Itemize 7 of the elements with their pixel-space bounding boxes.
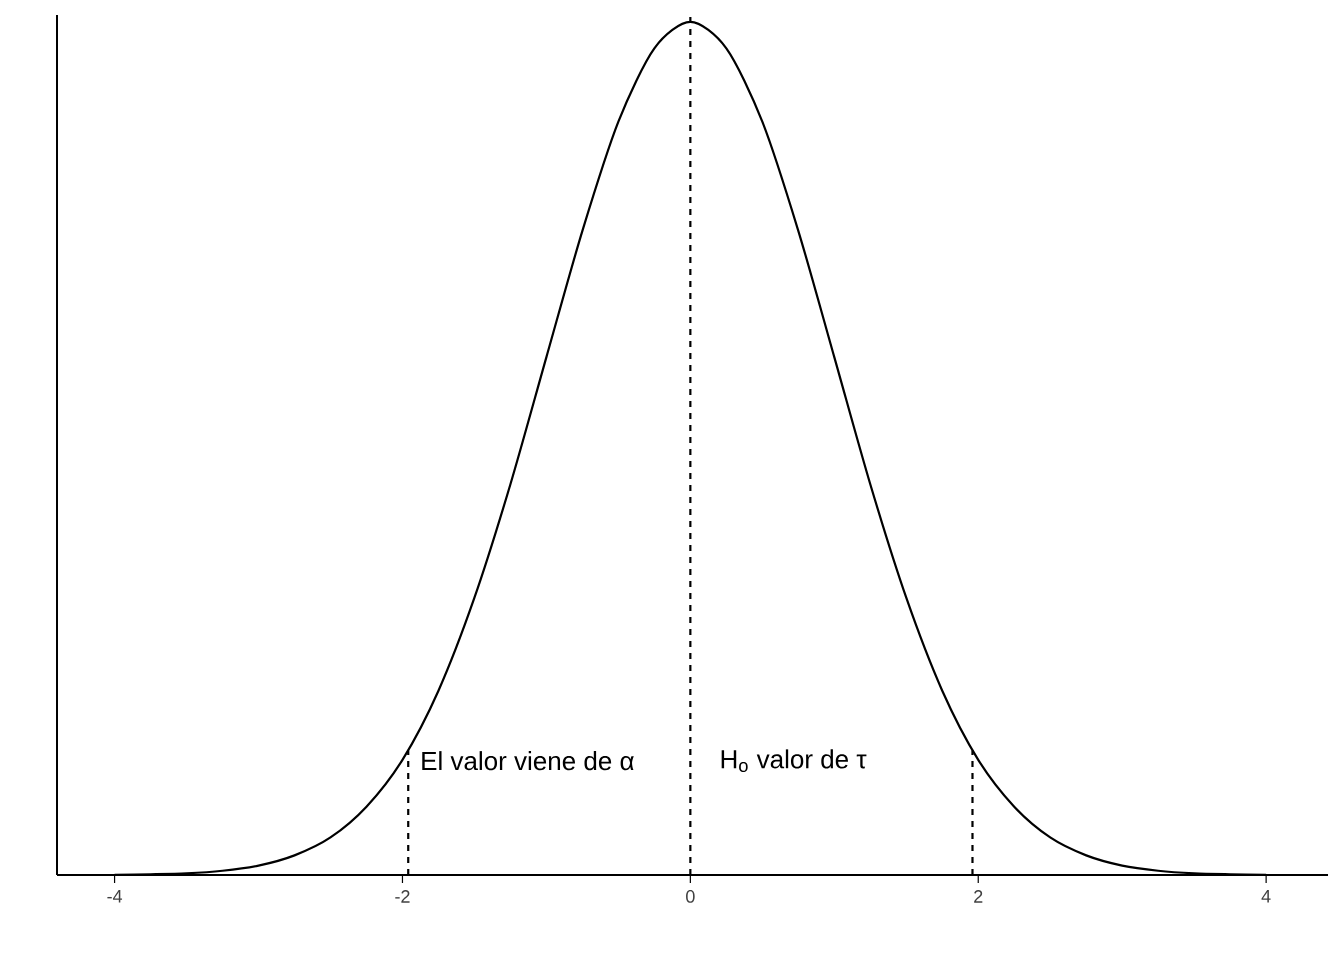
x-tick-label: 2 [974,890,983,903]
x-tick-label: 0 [686,890,695,903]
x-tick-label: -2 [395,890,410,903]
x-tick-label: -4 [107,890,123,903]
x-tick-label: 4 [1261,890,1271,903]
annotation: H$_{o}$ valor de τ [721,749,867,772]
annotation: El valor viene de α [422,751,634,771]
